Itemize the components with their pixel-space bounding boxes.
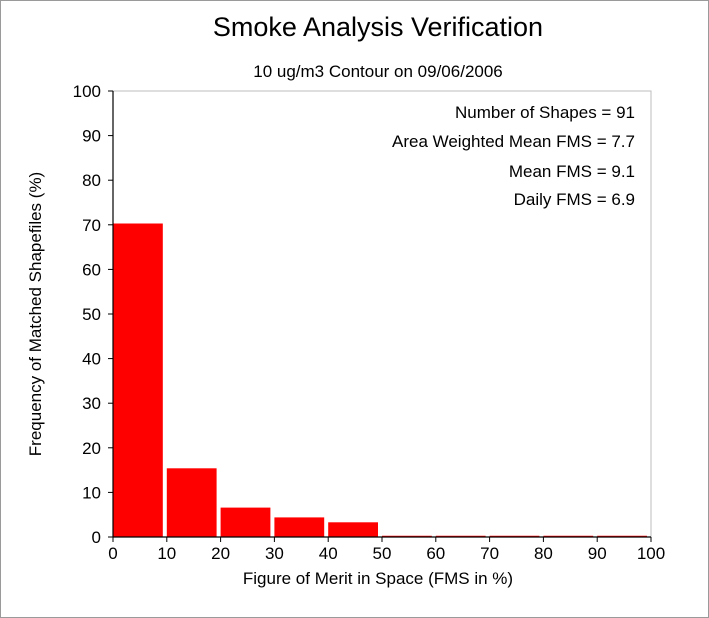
x-tick-label-5: 50 xyxy=(373,544,392,563)
histogram-bar-2 xyxy=(220,507,271,537)
histogram-bar-0 xyxy=(113,223,163,537)
y-axis-label: Frequency of Matched Shapefiles (%) xyxy=(26,172,45,456)
chart-title: Smoke Analysis Verification xyxy=(213,12,543,42)
annotation-daily-fms: Daily FMS = 6.9 xyxy=(514,190,635,209)
annotation-number-of-shapes: Number of Shapes = 91 xyxy=(455,103,635,122)
x-tick-label-4: 40 xyxy=(319,544,338,563)
bars-group xyxy=(113,223,647,538)
x-tick-label-2: 20 xyxy=(211,544,230,563)
y-tick-label-10: 100 xyxy=(73,82,101,101)
y-tick-label-9: 90 xyxy=(82,127,101,146)
x-tick-label-8: 80 xyxy=(534,544,553,563)
x-tick-label-6: 60 xyxy=(426,544,445,563)
histogram-bar-3 xyxy=(274,517,325,537)
x-tick-label-7: 70 xyxy=(480,544,499,563)
chart-subtitle: 10 ug/m3 Contour on 09/06/2006 xyxy=(253,62,503,81)
y-tick-label-4: 40 xyxy=(82,350,101,369)
ticks-group: 0 10 20 30 40 50 60 70 80 90 100 0 10 20 30 40 50 60 70 80 9… xyxy=(73,82,666,563)
y-tick-label-1: 10 xyxy=(82,483,101,502)
histogram-bar-1 xyxy=(166,468,217,537)
histogram-bar-4 xyxy=(328,522,378,537)
y-tick-label-6: 60 xyxy=(82,260,101,279)
y-tick-label-0: 0 xyxy=(92,528,101,547)
annotation-mean-fms: Mean FMS = 9.1 xyxy=(509,162,635,181)
x-tick-label-9: 90 xyxy=(588,544,607,563)
y-tick-label-7: 70 xyxy=(82,216,101,235)
x-tick-label-1: 10 xyxy=(157,544,176,563)
annotation-area-weighted-mean-fms: Area Weighted Mean FMS = 7.7 xyxy=(392,132,635,151)
x-axis-label: Figure of Merit in Space (FMS in %) xyxy=(243,569,513,588)
x-tick-label-0: 0 xyxy=(108,544,117,563)
x-tick-label-10: 100 xyxy=(637,544,665,563)
y-tick-label-2: 20 xyxy=(82,439,101,458)
y-tick-label-5: 50 xyxy=(82,305,101,324)
x-tick-label-3: 30 xyxy=(265,544,284,563)
y-tick-label-3: 30 xyxy=(82,394,101,413)
y-tick-label-8: 80 xyxy=(82,171,101,190)
